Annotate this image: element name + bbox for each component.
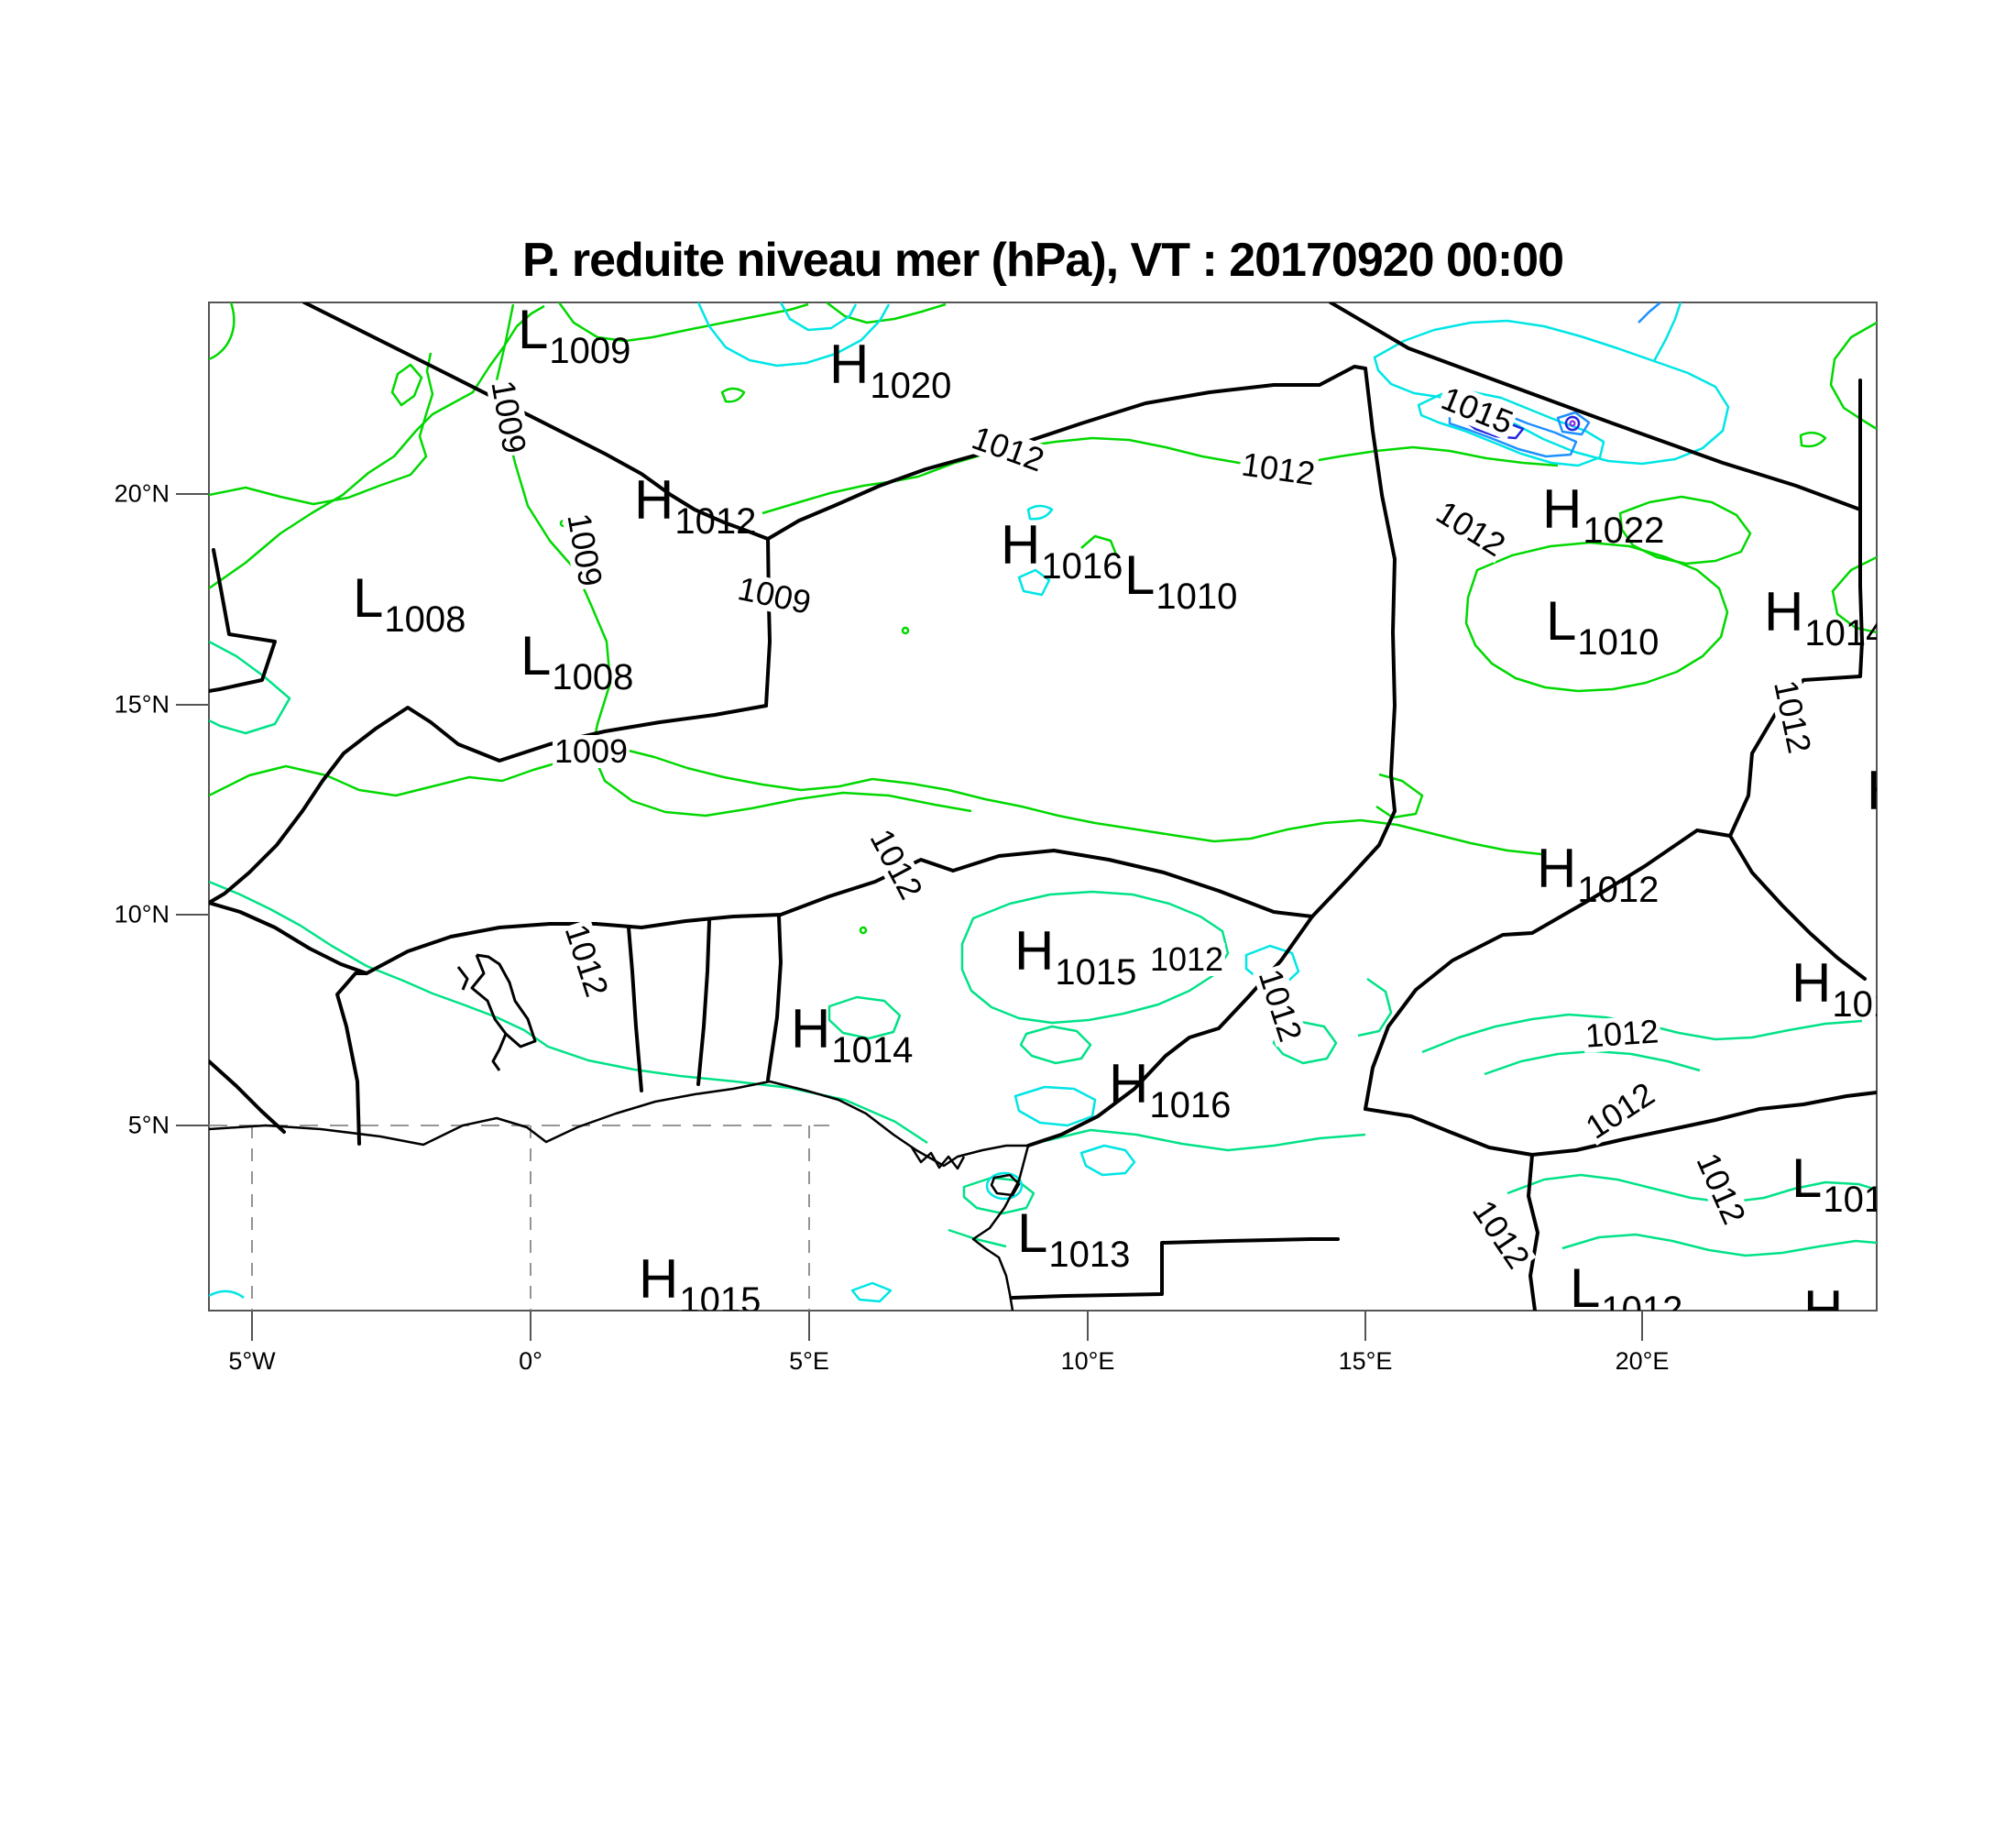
- pressure-value: 1008: [384, 599, 466, 640]
- pressure-letter: L: [353, 567, 384, 629]
- pressure-value: 1014: [1832, 984, 1877, 1025]
- pressure-value: 1016: [1149, 1085, 1232, 1125]
- contour-label: 1015: [1435, 379, 1519, 442]
- pressure-center-l1010: L1010: [1546, 594, 1659, 662]
- pressure-center-h1012: H1012: [634, 473, 756, 541]
- pressure-letter: H: [791, 998, 831, 1059]
- contours-1024: [1569, 420, 1576, 427]
- pressure-letter: L: [1791, 1147, 1823, 1209]
- pressure-letter: L: [520, 625, 552, 686]
- contour-label: 1009: [484, 376, 534, 458]
- lake-volta: [456, 953, 537, 1071]
- pressure-center-l1010: L1010: [1124, 548, 1237, 616]
- pressure-center-h1020: H1020: [829, 334, 951, 405]
- map-frame: [208, 302, 1878, 1312]
- pressure-value: 1010: [1156, 576, 1238, 617]
- pressure-center-h1014: H1014: [1764, 585, 1877, 653]
- pressure-center-l1009: L1009: [518, 302, 630, 369]
- pressure-center-h1016: H1016: [1109, 1057, 1231, 1125]
- pressure-center-h1014: H1014: [1791, 956, 1877, 1024]
- pressure-value: 1020: [870, 366, 952, 406]
- pressure-letter: H: [1764, 581, 1804, 642]
- coastline: [209, 1080, 1030, 1311]
- pressure-letter: L: [1124, 544, 1156, 606]
- pressure-letter: H: [1537, 838, 1577, 899]
- pressure-letter: L: [518, 302, 549, 360]
- contour-label: 1012: [1429, 492, 1513, 565]
- pressure-letter: H: [829, 334, 870, 395]
- contour-label: 1009: [560, 509, 610, 591]
- pressure-center-l1008: L1008: [520, 629, 633, 697]
- map-label-layer: L1009 H1020 H1012 H1016 L1010 H1022 L1008 L1008…: [209, 302, 1877, 1311]
- pressure-center-l1013: L1013: [1017, 1206, 1130, 1274]
- pressure-value: 1012: [1577, 870, 1660, 910]
- pressure-center-h1015: H1015: [1014, 924, 1136, 992]
- pressure-letter: H: [634, 469, 674, 531]
- pressure-value: 1014: [831, 1030, 914, 1070]
- pressure-letter: L: [1570, 1257, 1601, 1312]
- pressure-center-h1016: H1016: [1001, 518, 1123, 586]
- pressure-value: 1013: [1048, 1235, 1131, 1275]
- contour-label: 1012: [966, 418, 1050, 479]
- pressure-center-h1014: H1014: [791, 1002, 913, 1070]
- pressure-center-l1011: L1011: [1791, 1151, 1877, 1219]
- map-title: P. reduite niveau mer (hPa), VT : 201709…: [521, 234, 1564, 287]
- pressure-letter: H: [639, 1248, 679, 1310]
- pressure-value: 1015: [1055, 952, 1137, 993]
- pressure-value: 1008: [552, 657, 634, 697]
- pressure-value: 1022: [1583, 510, 1665, 551]
- pressure-center-h1022: H1022: [1542, 482, 1664, 550]
- pressure-letter: H: [1867, 760, 1877, 821]
- contour-label: 1012: [862, 822, 931, 906]
- pressure-letter: H: [1109, 1053, 1149, 1114]
- pressure-value: 1012: [674, 501, 757, 542]
- pressure-center-hedge: H: [1867, 763, 1877, 818]
- pressure-center-l1008: L1008: [353, 571, 466, 639]
- contour-label: 1012: [557, 918, 617, 1003]
- pressure-center-h1012: H1012: [1537, 838, 1659, 909]
- pressure-value: 1012: [1601, 1290, 1683, 1311]
- contour-label: 1012: [1237, 445, 1320, 493]
- contour-label: 1012: [1465, 1193, 1538, 1276]
- pressure-center-hedge: H: [1803, 1283, 1843, 1312]
- axis-ticks: [176, 493, 1643, 1341]
- contour-label: 1009: [552, 732, 630, 770]
- pressure-letter: H: [1803, 1279, 1844, 1312]
- pressure-value: 1015: [679, 1280, 761, 1311]
- pressure-letter: H: [1791, 952, 1832, 1014]
- contour-label: 1009: [733, 569, 816, 621]
- pressure-letter: L: [1546, 590, 1577, 652]
- contour-label: 1012: [1689, 1147, 1754, 1231]
- pressure-letter: H: [1542, 478, 1583, 540]
- contour-label: 1012: [1582, 1012, 1662, 1055]
- pressure-value: 1011: [1823, 1180, 1877, 1220]
- contour-label: 1012: [1578, 1074, 1662, 1147]
- pressure-letter: L: [1017, 1202, 1048, 1264]
- contour-label: 1012: [1251, 963, 1310, 1048]
- pressure-value: 1010: [1577, 622, 1660, 663]
- pressure-center-l1012: L1012: [1570, 1261, 1683, 1312]
- pressure-letter: H: [1001, 514, 1041, 576]
- pressure-center-h1015: H1015: [639, 1252, 761, 1312]
- pressure-value: 1014: [1804, 613, 1877, 653]
- contour-label: 1012: [1767, 675, 1819, 758]
- pressure-value: 1016: [1041, 546, 1123, 587]
- pressure-value: 1009: [549, 331, 631, 371]
- pressure-letter: H: [1014, 920, 1055, 982]
- contour-label: 1012: [1147, 940, 1226, 978]
